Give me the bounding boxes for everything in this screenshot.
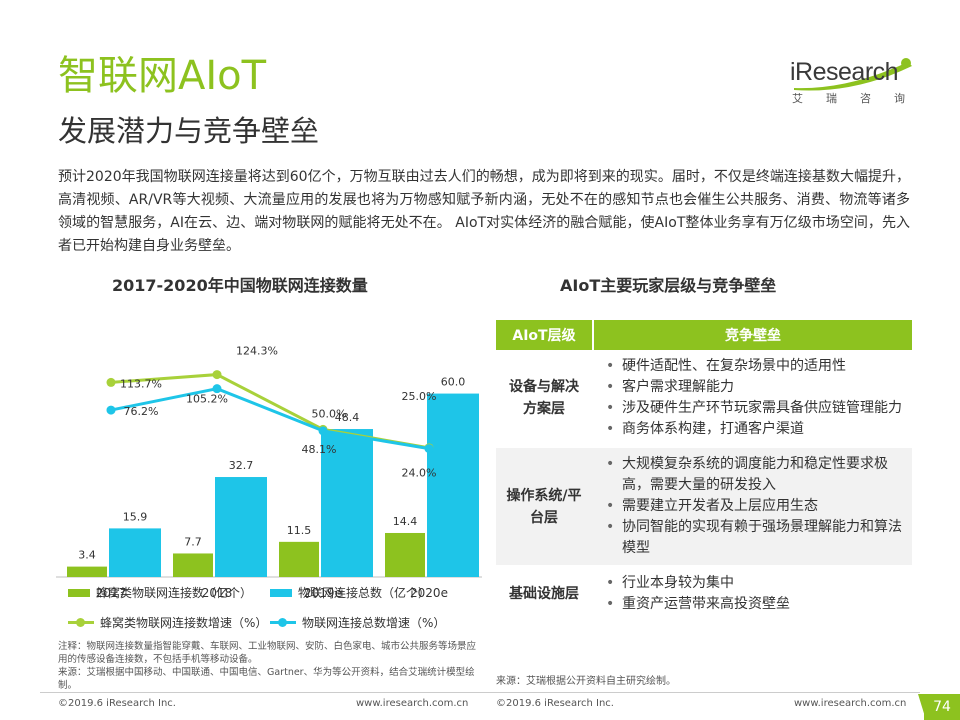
footer-copyright-right: ©2019.6 iResearch Inc. [496,698,614,709]
bar-label-total-2018: 32.7 [229,459,254,472]
barrier-item: 重资产运营带来高投资壁垒 [604,594,904,615]
x-tick-2017: 2017 [96,586,127,600]
point-total-growth-2017 [106,405,116,415]
page-subtitle: 发展潜力与竞争壁垒 [58,114,320,148]
point-total-growth-2019e [318,426,328,436]
table-title: AIoT主要玩家层级与竞争壁垒 [560,276,777,295]
connection-chart: 3.4 15.9 2017 7.7 32.7 2018 11.5 48.4 2019e 14.4 6… [56,345,482,600]
x-tick-2018: 2018 [202,586,233,600]
note-annotation: 注释：物联网连接数量指智能穿戴、车联网、工业物联网、安防、白色家电、城市公共服务… [58,641,477,665]
barrier-item: 客户需求理解能力 [604,377,904,398]
barrier-item: 行业本身较为集中 [604,573,904,594]
intro-paragraph: 预计2020年我国物联网连接量将达到60亿个，万物互联由过去人们的畅想，成为即将… [58,169,910,254]
chart-notes: 注释：物联网连接数量指智能穿戴、车联网、工业物联网、安防、白色家电、城市公共服务… [58,640,478,692]
legend-swatch-3 [270,618,296,627]
table-row: 基础设施层行业本身较为集中重资产运营带来高投资壁垒 [496,567,912,623]
table-header: AIoT层级 竞争壁垒 [496,320,912,350]
footer-divider [40,692,920,693]
line-total-growth [110,387,430,451]
barrier-item: 硬件适配性、在复杂场景中的适用性 [604,356,904,377]
table-cell-barriers: 硬件适配性、在复杂场景中的适用性客户需求理解能力涉及硬件生产环节玩家需具备供应链… [592,350,912,446]
bar-label-total-2020e: 60.0 [441,376,466,389]
x-tick-2020e: 2020e [410,586,448,600]
table-body: 设备与解决方案层硬件适配性、在复杂场景中的适用性客户需求理解能力涉及硬件生产环节… [496,350,912,623]
legend-label-2: 蜂窝类物联网连接数增速（%） [100,616,268,630]
point-label-total-growth-2020e: 24.0% [402,467,437,480]
footer-url-right[interactable]: www.iresearch.com.cn [794,698,907,709]
bar-label-total-2017: 15.9 [123,510,148,523]
logo-wordmark: iResearch [790,58,899,86]
footer-copyright-left: ©2019.6 iResearch Inc. [58,698,176,709]
bar-label-cellular-2020e: 14.4 [393,515,418,528]
table-header-barrier: 竞争壁垒 [592,320,912,350]
legend-label-0: 蜂窝类物联网连接数（亿个） [96,586,253,600]
table-header-layer: AIoT层级 [512,328,576,344]
bar-total-2017 [109,528,161,577]
bar-label-cellular-2018: 7.7 [184,535,202,548]
competition-table: AIoT层级 竞争壁垒 设备与解决方案层硬件适配性、在复杂场景中的适用性客户需求… [496,320,912,623]
logo-swoosh-icon [794,58,912,91]
barrier-item: 涉及硬件生产环节玩家需具备供应链管理能力 [604,398,904,419]
table-cell-barriers: 大规模复杂系统的调度能力和稳定性要求极高，需要大量的研发投入需要建立开发者及上层… [592,448,912,565]
chart-legend: 蜂窝类物联网连接数（亿个） 物联网连接总数（亿个） 蜂窝类物联网连接数增速（%） 物联… [68,584,488,634]
legend-item-0: 蜂窝类物联网连接数（亿个） [68,584,252,601]
logo-subtitle: 艾瑞咨询 [792,92,928,105]
table-row: 设备与解决方案层硬件适配性、在复杂场景中的适用性客户需求理解能力涉及硬件生产环节… [496,350,912,448]
bar-total-2020e [427,393,479,577]
table-cell-layer: 设备与解决 方案层 [509,379,579,417]
barrier-item: 大规模复杂系统的调度能力和稳定性要求极高，需要大量的研发投入 [604,454,904,496]
table-cell-layer: 基础设施层 [509,586,579,602]
bar-cellular-2019e [279,541,319,577]
legend-swatch-1 [270,588,292,597]
legend-label-3: 物联网连接总数增速（%） [302,616,446,630]
legend-item-1: 物联网连接总数（亿个） [270,584,430,601]
legend-label-1: 物联网连接总数（亿个） [298,586,431,600]
bar-total-2019e [321,429,373,577]
chart-title: 2017-2020年中国物联网连接数量 [112,276,368,295]
footer-url-left[interactable]: www.iresearch.com.cn [356,698,469,709]
point-label-cellular-growth-2020e: 25.0% [402,390,437,403]
bar-label-cellular-2017: 3.4 [78,549,96,562]
note-source: 来源：艾瑞根据中国移动、中国联通、中国电信、Gartner、华为等公开资料，结合… [58,667,475,691]
barrier-item: 协同智能的实现有赖于强场景理解能力和算法模型 [604,517,904,559]
point-label-cellular-growth-2017: 113.7% [120,377,162,390]
legend-item-2: 蜂窝类物联网连接数增速（%） [68,614,267,631]
barrier-item: 商务体系构建，打通客户渠道 [604,419,904,440]
bar-total-2018 [215,477,267,577]
point-total-growth-2020e [424,444,434,454]
point-total-growth-2018 [212,384,222,394]
point-label-total-growth-2017: 76.2% [124,405,159,418]
iresearch-logo: iResearch 艾瑞咨询 [788,54,918,112]
point-cellular-growth-2017 [106,377,116,387]
table-row: 操作系统/平台层大规模复杂系统的调度能力和稳定性要求极高，需要大量的研发投入需要… [496,448,912,567]
point-cellular-growth-2018 [212,370,222,380]
legend-swatch-0 [68,588,90,597]
page-title: 智联网AIoT [58,53,267,99]
point-label-total-growth-2019e: 48.1% [302,443,337,456]
table-cell-barriers: 行业本身较为集中重资产运营带来高投资壁垒 [592,567,912,621]
barrier-item: 需要建立开发者及上层应用生态 [604,496,904,517]
point-label-total-growth-2018: 105.2% [186,393,228,406]
point-label-cellular-growth-2018: 124.3% [236,345,278,358]
bar-cellular-2020e [385,532,425,577]
point-label-cellular-growth-2019e: 50.0% [312,407,347,420]
bar-label-cellular-2019e: 11.5 [287,524,312,537]
page-number-tab [918,694,926,720]
legend-swatch-2 [68,618,94,627]
bar-cellular-2018 [173,553,213,577]
page-number: 74 [924,694,960,720]
bar-cellular-2017 [67,566,107,577]
table-source: 来源：艾瑞根据公开资料自主研究绘制。 [496,676,676,687]
x-tick-2019e: 2019e [304,586,342,600]
bar-label-total-2019e: 48.4 [335,411,360,424]
legend-item-3: 物联网连接总数增速（%） [270,614,445,631]
table-cell-layer: 操作系统/平 台层 [506,487,582,526]
